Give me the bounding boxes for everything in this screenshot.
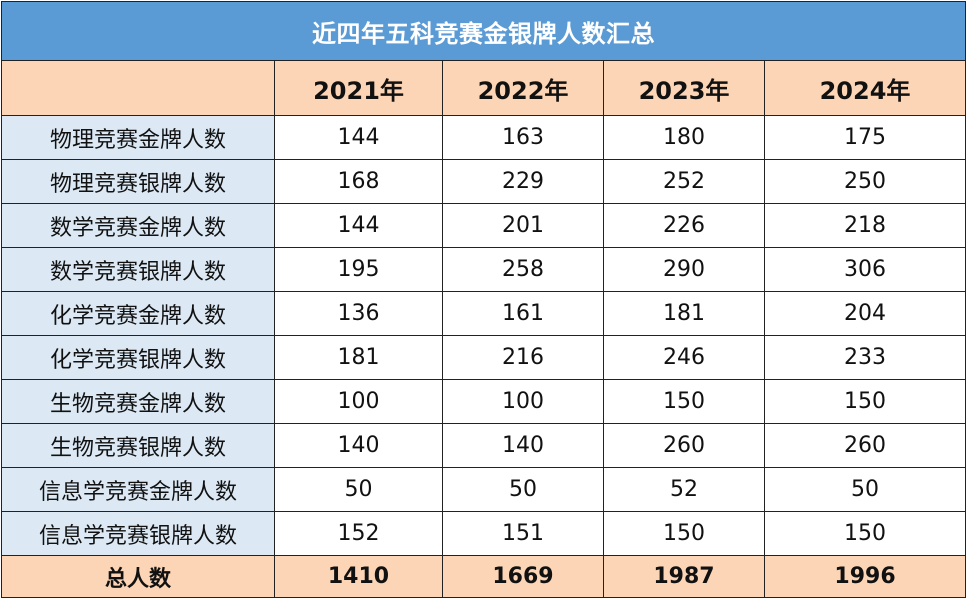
total-row: 总人数 1410 1669 1987 1996 bbox=[1, 555, 966, 598]
cell-value: 150 bbox=[603, 379, 765, 424]
cell-value: 140 bbox=[274, 423, 443, 468]
cell-value: 144 bbox=[274, 203, 443, 248]
cell-value: 204 bbox=[763, 291, 966, 336]
cell-value: 152 bbox=[274, 511, 443, 556]
cell-value: 150 bbox=[763, 511, 966, 556]
table-row: 生物竞赛金牌人数 100 100 150 150 bbox=[1, 379, 966, 424]
row-label: 生物竞赛金牌人数 bbox=[1, 379, 275, 424]
cell-value: 140 bbox=[442, 423, 604, 468]
cell-value: 50 bbox=[274, 467, 443, 512]
cell-value: 50 bbox=[442, 467, 604, 512]
table-row: 物理竞赛金牌人数 144 163 180 175 bbox=[1, 115, 966, 160]
row-label: 物理竞赛银牌人数 bbox=[1, 159, 275, 204]
cell-value: 306 bbox=[763, 247, 966, 292]
cell-value: 226 bbox=[603, 203, 765, 248]
header-year: 2024年 bbox=[763, 60, 966, 116]
total-value: 1996 bbox=[763, 555, 966, 598]
cell-value: 168 bbox=[274, 159, 443, 204]
total-value: 1669 bbox=[442, 555, 604, 598]
cell-value: 175 bbox=[763, 115, 966, 160]
row-label: 物理竞赛金牌人数 bbox=[1, 115, 275, 160]
cell-value: 180 bbox=[603, 115, 765, 160]
header-year: 2021年 bbox=[274, 60, 443, 116]
cell-value: 136 bbox=[274, 291, 443, 336]
row-label: 信息学竞赛银牌人数 bbox=[1, 511, 275, 556]
row-label: 化学竞赛银牌人数 bbox=[1, 335, 275, 380]
cell-value: 216 bbox=[442, 335, 604, 380]
header-corner bbox=[1, 60, 275, 116]
cell-value: 260 bbox=[603, 423, 765, 468]
cell-value: 150 bbox=[763, 379, 966, 424]
row-label: 数学竞赛银牌人数 bbox=[1, 247, 275, 292]
cell-value: 233 bbox=[763, 335, 966, 380]
row-label: 生物竞赛银牌人数 bbox=[1, 423, 275, 468]
cell-value: 246 bbox=[603, 335, 765, 380]
table-row: 数学竞赛金牌人数 144 201 226 218 bbox=[1, 203, 966, 248]
table-row: 化学竞赛银牌人数 181 216 246 233 bbox=[1, 335, 966, 380]
title-row: 近四年五科竞赛金银牌人数汇总 bbox=[0, 1, 966, 61]
cell-value: 150 bbox=[603, 511, 765, 556]
cell-value: 229 bbox=[442, 159, 604, 204]
cell-value: 258 bbox=[442, 247, 604, 292]
table-row: 化学竞赛金牌人数 136 161 181 204 bbox=[1, 291, 966, 336]
table-title: 近四年五科竞赛金银牌人数汇总 bbox=[0, 1, 966, 61]
row-label: 数学竞赛金牌人数 bbox=[1, 203, 275, 248]
row-label: 信息学竞赛金牌人数 bbox=[1, 467, 275, 512]
cell-value: 250 bbox=[763, 159, 966, 204]
cell-value: 52 bbox=[603, 467, 765, 512]
table-row: 生物竞赛银牌人数 140 140 260 260 bbox=[1, 423, 966, 468]
cell-value: 260 bbox=[763, 423, 966, 468]
cell-value: 161 bbox=[442, 291, 604, 336]
cell-value: 144 bbox=[274, 115, 443, 160]
header-year: 2023年 bbox=[603, 60, 765, 116]
cell-value: 252 bbox=[603, 159, 765, 204]
total-label: 总人数 bbox=[1, 555, 275, 598]
cell-value: 100 bbox=[442, 379, 604, 424]
cell-value: 50 bbox=[763, 467, 966, 512]
cell-value: 163 bbox=[442, 115, 604, 160]
cell-value: 201 bbox=[442, 203, 604, 248]
table-row: 信息学竞赛银牌人数 152 151 150 150 bbox=[1, 511, 966, 556]
cell-value: 100 bbox=[274, 379, 443, 424]
table-row: 信息学竞赛金牌人数 50 50 52 50 bbox=[1, 467, 966, 512]
table-row: 数学竞赛银牌人数 195 258 290 306 bbox=[1, 247, 966, 292]
cell-value: 290 bbox=[603, 247, 765, 292]
header-row: 2021年 2022年 2023年 2024年 bbox=[1, 60, 966, 116]
cell-value: 181 bbox=[274, 335, 443, 380]
cell-value: 181 bbox=[603, 291, 765, 336]
total-value: 1987 bbox=[603, 555, 765, 598]
table-row: 物理竞赛银牌人数 168 229 252 250 bbox=[1, 159, 966, 204]
cell-value: 195 bbox=[274, 247, 443, 292]
row-label: 化学竞赛金牌人数 bbox=[1, 291, 275, 336]
cell-value: 151 bbox=[442, 511, 604, 556]
header-year: 2022年 bbox=[442, 60, 604, 116]
cell-value: 218 bbox=[763, 203, 966, 248]
total-value: 1410 bbox=[274, 555, 443, 598]
